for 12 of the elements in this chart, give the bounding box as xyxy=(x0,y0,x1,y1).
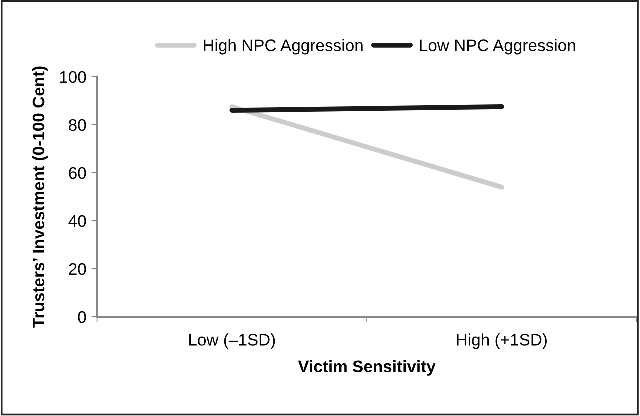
legend-label: Low NPC Aggression xyxy=(420,39,576,55)
y-tick-label: 80 xyxy=(69,119,86,132)
x-tick-label: Low (–1SD) xyxy=(190,334,276,350)
y-tick-label: 20 xyxy=(69,263,86,276)
y-tick-label: 100 xyxy=(60,71,86,84)
x-axis-title: Victim Sensitivity xyxy=(298,360,436,376)
x-tick-label: High (+1SD) xyxy=(457,334,547,350)
y-axis-title: Trusters’ Investment (0-100 Cent) xyxy=(32,66,48,328)
legend-label: High NPC Aggression xyxy=(204,39,363,55)
y-tick-label: 60 xyxy=(69,167,86,180)
y-tick-label: 0 xyxy=(78,311,86,324)
y-tick-label: 40 xyxy=(68,215,86,228)
